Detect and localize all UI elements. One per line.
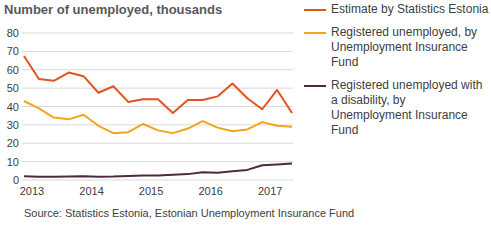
- y-tick-label: 80: [7, 27, 19, 39]
- y-tick-label: 70: [7, 45, 19, 57]
- y-tick-label: 10: [7, 156, 19, 168]
- plot-area: [24, 56, 292, 177]
- grid-line: [22, 124, 293, 125]
- y-tick-label: 50: [7, 82, 19, 94]
- legend-swatch: [304, 32, 326, 34]
- x-tick-label: 2017: [258, 185, 282, 197]
- legend-label: Registered unemployed with a disability,…: [331, 78, 489, 138]
- grid-line: [22, 106, 293, 107]
- legend-swatch: [304, 9, 326, 11]
- grid-line: [22, 180, 293, 181]
- y-tick-label: 20: [7, 137, 19, 149]
- x-tick-label: 2015: [139, 185, 163, 197]
- grid-line: [22, 33, 293, 34]
- y-tick-label: 60: [7, 64, 19, 76]
- grid-line: [22, 161, 293, 162]
- series-line: [24, 56, 292, 113]
- y-tick-label: 30: [7, 119, 19, 131]
- series-line: [24, 163, 292, 176]
- grid-line: [22, 143, 293, 144]
- legend-label: Registered unemployed, by Unemployment I…: [331, 25, 489, 70]
- source: Source: Statistics Estonia, Estonian Une…: [24, 207, 354, 219]
- x-tick-label: 2016: [198, 185, 222, 197]
- series-line: [24, 101, 292, 133]
- x-tick-label: 2013: [20, 185, 44, 197]
- y-tick-label: 0: [13, 174, 19, 186]
- grid-line: [22, 69, 293, 70]
- legend: Estimate by Statistics Estonia Registered…: [331, 2, 489, 146]
- grid-line: [22, 88, 293, 89]
- y-tick-label: 40: [7, 101, 19, 113]
- grid-line: [22, 51, 293, 52]
- x-tick-label: 2014: [79, 185, 103, 197]
- legend-swatch: [304, 85, 326, 87]
- legend-label: Estimate by Statistics Estonia: [331, 2, 489, 17]
- title: Number of unemployed, thousands: [4, 2, 222, 17]
